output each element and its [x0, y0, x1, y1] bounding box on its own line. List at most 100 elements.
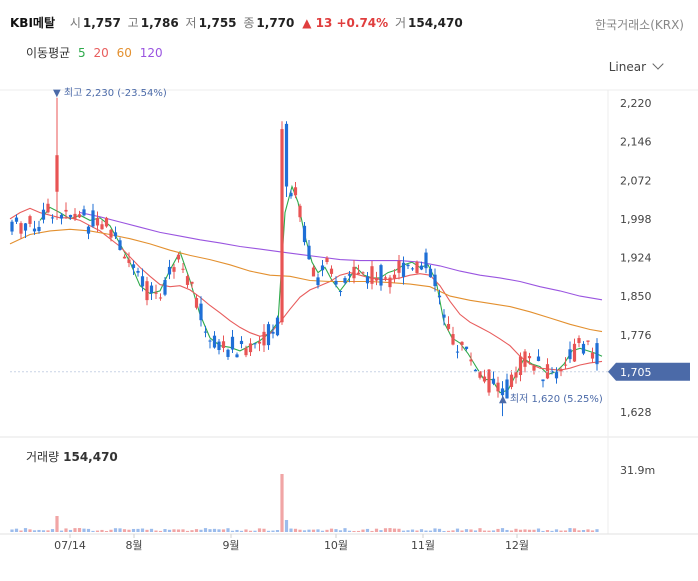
candle-body — [248, 343, 253, 353]
candle-body — [464, 346, 469, 349]
candle-body — [131, 264, 136, 268]
candle-body — [226, 349, 230, 357]
candle-body — [496, 382, 500, 392]
volume-bar — [41, 530, 46, 532]
volume-bar — [221, 529, 226, 532]
candle-body — [266, 324, 271, 346]
volume-bar — [50, 529, 55, 532]
high-label: 고 — [127, 16, 139, 30]
volume-bar — [433, 528, 437, 532]
candle-body — [113, 232, 118, 237]
candle-body — [392, 274, 397, 279]
volume-bar — [325, 529, 329, 532]
volume-bar — [577, 530, 581, 532]
candle-body — [194, 298, 199, 308]
candle-body — [212, 335, 217, 348]
scale-toggle-button[interactable]: Linear — [609, 58, 664, 74]
moving-average-line-120 — [79, 212, 603, 301]
current-price-label: 1,705 — [620, 366, 652, 379]
volume-bar — [505, 529, 509, 532]
volume-bar — [32, 530, 37, 532]
volume-bar — [406, 530, 410, 532]
candle-body — [37, 226, 41, 232]
volume-bar — [496, 528, 500, 532]
candle-body — [536, 356, 541, 362]
candle-body — [595, 343, 599, 365]
volume-bar — [451, 530, 455, 532]
volume-bar — [185, 530, 190, 532]
volume-bar — [536, 528, 541, 532]
volume-bar — [541, 530, 545, 532]
candle-body — [262, 331, 266, 346]
volume-bar — [23, 528, 28, 532]
volume-bar — [68, 529, 73, 532]
moving-average-legend[interactable]: 이동평균 5 20 60 120 — [26, 44, 167, 61]
candle-body — [586, 340, 590, 342]
candle-body — [82, 209, 86, 216]
volume-bar — [595, 529, 599, 532]
volume-bar — [352, 530, 356, 532]
candle-body — [334, 280, 338, 285]
volume-label: 거 — [395, 16, 407, 30]
volume-bar — [257, 528, 262, 532]
time-tick-label: 11월 — [411, 539, 435, 552]
volume-value: 154,470 — [408, 16, 463, 30]
volume-bar — [194, 529, 199, 532]
candle-body — [185, 276, 190, 285]
candle-body — [217, 341, 221, 351]
time-tick-label: 10월 — [324, 539, 348, 552]
volume-bar — [590, 530, 595, 532]
candle-body — [325, 257, 329, 262]
ma-period-60: 60 — [116, 46, 132, 60]
volume-bar — [338, 530, 343, 532]
volume-bar — [28, 529, 32, 532]
candle-body — [298, 205, 302, 218]
candle-body — [127, 259, 131, 263]
candle-body — [482, 376, 487, 382]
candle-body — [118, 240, 122, 250]
candle-body — [239, 340, 244, 345]
candle-body — [154, 292, 158, 294]
candle-body — [208, 340, 212, 342]
volume-bar — [217, 529, 221, 532]
candle-body — [163, 280, 167, 295]
candle-body — [532, 365, 536, 371]
volume-bar — [86, 528, 91, 532]
volume-bar — [230, 530, 235, 532]
candle-body — [383, 277, 388, 279]
candle-body — [59, 214, 64, 219]
moving-average-line-20 — [9, 207, 603, 371]
volume-panel-title: 거래량 154,470 — [26, 448, 118, 465]
candle-body — [545, 364, 550, 379]
candle-body — [302, 225, 307, 243]
candle-body — [437, 295, 442, 298]
candle-body — [478, 371, 482, 378]
volume-bar — [329, 528, 334, 532]
candle-body — [343, 278, 347, 283]
candle-body — [307, 245, 311, 260]
price-tick-label: 2,146 — [620, 136, 652, 149]
volume-bar — [275, 530, 280, 532]
volume-bar — [136, 528, 140, 532]
volume-bar — [149, 528, 154, 532]
volume-bar — [104, 530, 109, 532]
volume-bar — [419, 529, 424, 532]
volume-bar — [154, 530, 158, 532]
volume-panel-value: 154,470 — [63, 450, 118, 464]
candle-body — [500, 388, 505, 396]
candle-body — [280, 129, 284, 323]
candle-body — [347, 274, 352, 276]
volume-bar — [248, 530, 253, 532]
volume-bar — [455, 528, 460, 532]
candle-body — [122, 256, 127, 259]
volume-bar — [559, 530, 563, 532]
price-tick-label: 1,924 — [620, 252, 652, 265]
volume-bar — [46, 530, 50, 532]
volume-bar — [532, 529, 536, 532]
volume-bar — [437, 528, 442, 532]
volume-bar — [568, 528, 572, 532]
volume-panel-label: 거래량 — [26, 450, 60, 464]
candle-body — [451, 334, 455, 345]
time-tick-label: 07/14 — [54, 539, 86, 552]
